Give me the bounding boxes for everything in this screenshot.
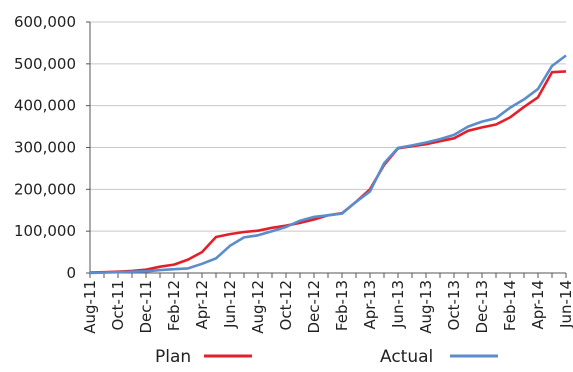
y-tick-label: 200,000 (14, 180, 76, 198)
series-lines (89, 54, 567, 275)
series-line-actual (89, 54, 567, 275)
y-axis-ticks: 0 100,000 200,000 300,000 400,000 500,000 600,… (14, 13, 90, 282)
legend-label: Actual (380, 347, 433, 367)
x-tick-label: Apr-14 (529, 280, 547, 330)
series-line-plan (89, 70, 567, 274)
x-tick-label: Dec-12 (305, 280, 323, 334)
x-tick-label: Feb-14 (501, 280, 519, 331)
x-tick-label: Aug-12 (249, 280, 267, 334)
x-tick-label: Aug-11 (81, 280, 99, 334)
x-tick-label: Oct-13 (445, 280, 463, 330)
x-tick-label: Apr-13 (361, 280, 379, 330)
gridlines (90, 21, 566, 232)
y-tick-label: 100,000 (14, 222, 76, 240)
x-tick-label: Oct-12 (277, 280, 295, 330)
legend: Plan Actual (155, 347, 498, 367)
y-tick-label: 500,000 (14, 55, 76, 73)
y-tick-label: 400,000 (14, 97, 76, 115)
legend-label: Plan (155, 347, 191, 367)
x-axis-ticks: Aug-11 Oct-11 Dec-11 Feb-12 Apr-12 Jun-12 Aug-… (81, 273, 573, 334)
x-tick-label: Apr-12 (193, 280, 211, 330)
x-tick-label: Jun-14 (557, 280, 573, 329)
x-tick-label: Dec-11 (137, 280, 155, 334)
x-tick-label: Oct-11 (109, 280, 127, 330)
x-tick-label: Feb-12 (165, 280, 183, 331)
y-tick-label: 0 (66, 264, 76, 282)
x-tick-label: Jun-13 (389, 280, 407, 329)
x-tick-label: Feb-13 (333, 280, 351, 331)
x-tick-label: Dec-13 (473, 280, 491, 334)
x-tick-label: Aug-13 (417, 280, 435, 334)
x-tick-label: Jun-12 (221, 280, 239, 329)
y-tick-label: 600,000 (14, 13, 76, 31)
y-tick-label: 300,000 (14, 139, 76, 157)
